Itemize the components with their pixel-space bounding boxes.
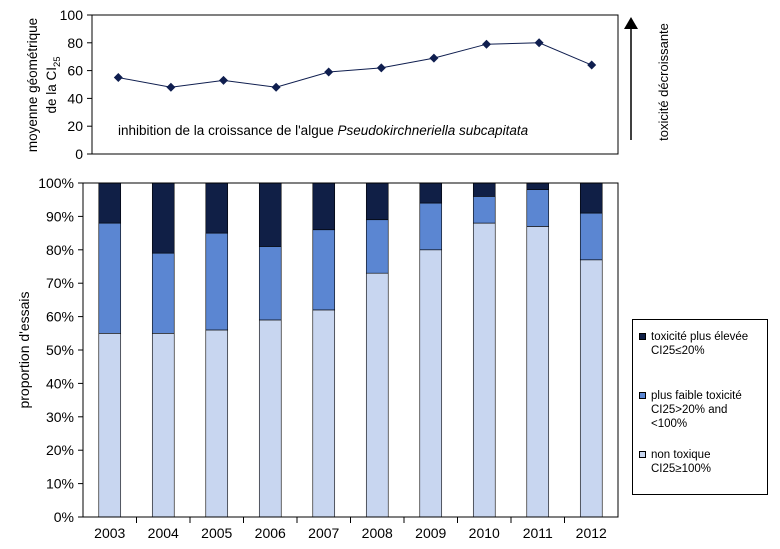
- line-y-axis-ticks: 0 20 40 60 80 100: [60, 7, 92, 162]
- bar-low-toxicity-2011: [526, 189, 550, 227]
- bar-high-toxicity-2009: [419, 182, 443, 204]
- line-y-tick-label: 40: [67, 90, 83, 106]
- legend-label-non-toxic: non toxique CI25≥100%: [651, 449, 712, 475]
- toxicity-arrow-head: [624, 17, 638, 29]
- line-y-tick-label: 0: [75, 146, 83, 162]
- bar-y-tick-label: 80%: [46, 242, 74, 258]
- bar-non-toxic-2003: [98, 332, 122, 518]
- bar-low-toxicity-2012: [579, 212, 603, 261]
- line-ylabel-line1: moyenne géométrique: [25, 18, 40, 152]
- bar-non-toxic-2010: [472, 222, 496, 518]
- legend-swatch-high-toxicity: [639, 333, 646, 340]
- line-series: [118, 42, 592, 88]
- line-y-axis-label: moyenne géométrique: [25, 18, 40, 152]
- line-y-tick-label: 100: [60, 7, 84, 23]
- bar-y-tick-label: 50%: [46, 342, 74, 358]
- bar-non-toxic-2004: [151, 332, 175, 518]
- legend-item-non-toxic: non toxique CI25≥100%: [639, 448, 765, 476]
- arrow-label: toxicité décroissante: [656, 23, 671, 141]
- line-marker-2003: [113, 73, 123, 83]
- line-marker-2009: [429, 53, 439, 63]
- bar-x-tick-label: 2010: [469, 525, 500, 541]
- bar-non-toxic-2012: [579, 259, 603, 518]
- line-markers: [113, 38, 597, 92]
- bar-high-toxicity-2003: [98, 182, 122, 224]
- bar-x-tick-label: 2012: [576, 525, 607, 541]
- line-y-tick-label: 20: [67, 118, 83, 134]
- line-y-axis-label-2: de la CI25: [44, 56, 63, 113]
- bar-ylabel: proportion d'essais: [16, 291, 32, 408]
- bar-high-toxicity-2012: [579, 182, 603, 214]
- line-chart-plot-area: [91, 14, 619, 155]
- arrow-label-text: toxicité décroissante: [656, 23, 671, 141]
- bar-low-toxicity-2005: [205, 232, 229, 331]
- legend-label-low-toxicity: plus faible toxicité CI25>20% and <100%: [651, 390, 742, 430]
- legend-label-high-toxicity: toxicité plus élevée CI25≤20%: [651, 331, 749, 357]
- bar-non-toxic-2009: [419, 249, 443, 518]
- bar-low-toxicity-2007: [312, 229, 336, 311]
- bar-non-toxic-2008: [365, 272, 389, 518]
- bar-chart-plot-area: [82, 182, 619, 518]
- bar-y-tick-label: 20%: [46, 442, 74, 458]
- bar-stacks: [98, 182, 603, 518]
- bar-x-axis-labels: 2003 2004 2005 2006 2007 2008 2009 2010 2011 2012: [94, 517, 607, 541]
- bar-x-tick-label: 2009: [415, 525, 446, 541]
- bar-low-toxicity-2003: [98, 222, 122, 334]
- bar-low-toxicity-2006: [258, 246, 282, 321]
- line-marker-2007: [324, 67, 334, 77]
- bar-high-toxicity-2004: [151, 182, 175, 254]
- bar-y-tick-label: 40%: [46, 375, 74, 391]
- bar-x-tick-label: 2003: [94, 525, 125, 541]
- line-marker-2012: [587, 60, 597, 70]
- bar-chart: 0%10%20%30%40%50%60%70%80%90%100% 2003 20…: [16, 175, 619, 541]
- bar-y-tick-label: 70%: [46, 275, 74, 291]
- bar-non-toxic-2011: [526, 226, 550, 518]
- bar-non-toxic-2006: [258, 319, 282, 518]
- bar-high-toxicity-2010: [472, 182, 496, 197]
- bar-x-tick-label: 2006: [255, 525, 286, 541]
- line-marker-2008: [376, 63, 386, 73]
- line-annotation: inhibition de la croissance de l'algue P…: [118, 123, 529, 138]
- bar-low-toxicity-2004: [151, 252, 175, 334]
- bar-high-toxicity-2006: [258, 182, 282, 247]
- line-marker-2005: [219, 75, 228, 85]
- bar-y-tick-label: 90%: [46, 208, 74, 224]
- line-y-tick-label: 60: [67, 63, 83, 79]
- bar-y-tick-label: 0%: [54, 509, 74, 525]
- bar-high-toxicity-2008: [365, 182, 389, 221]
- legend-item-high-toxicity: toxicité plus élevée CI25≤20%: [639, 330, 765, 358]
- bar-x-tick-label: 2007: [308, 525, 339, 541]
- line-marker-2011: [534, 38, 544, 48]
- line-chart: 0 20 40 60 80 100 inhibition de la croissance…: [25, 7, 671, 162]
- bar-x-tick-label: 2004: [148, 525, 179, 541]
- bar-low-toxicity-2008: [365, 219, 389, 274]
- bar-high-toxicity-2005: [205, 182, 229, 234]
- line-marker-2010: [482, 39, 491, 49]
- bar-low-toxicity-2010: [472, 196, 496, 224]
- line-ylabel-line2: de la CI25: [44, 56, 63, 113]
- bar-y-tick-label: 30%: [46, 409, 74, 425]
- line-marker-2006: [271, 82, 281, 92]
- bar-y-tick-label: 60%: [46, 309, 74, 325]
- bar-non-toxic-2005: [205, 329, 229, 518]
- legend-item-low-toxicity: plus faible toxicité CI25>20% and <100%: [639, 389, 765, 431]
- bar-low-toxicity-2009: [419, 202, 443, 251]
- legend-swatch-non-toxic: [639, 451, 646, 458]
- bar-high-toxicity-2011: [526, 182, 550, 190]
- line-y-tick-label: 80: [67, 35, 83, 51]
- line-marker-2004: [166, 82, 176, 92]
- bar-x-tick-label: 2011: [523, 525, 553, 541]
- bar-y-axis-label: proportion d'essais: [16, 291, 32, 408]
- bar-y-tick-label: 100%: [38, 175, 74, 191]
- bar-x-tick-label: 2008: [362, 525, 393, 541]
- bar-high-toxicity-2007: [312, 182, 336, 231]
- legend-swatch-low-toxicity: [639, 392, 646, 399]
- bar-y-tick-label: 10%: [46, 476, 74, 492]
- legend: toxicité plus élevée CI25≤20% plus faibl…: [632, 319, 768, 495]
- bar-non-toxic-2007: [312, 309, 336, 518]
- bar-x-tick-label: 2005: [201, 525, 232, 541]
- bar-y-axis-ticks: 0% 10% 20% 30% 40% 50% 60% 70% 80% 90% 100%: [38, 175, 83, 525]
